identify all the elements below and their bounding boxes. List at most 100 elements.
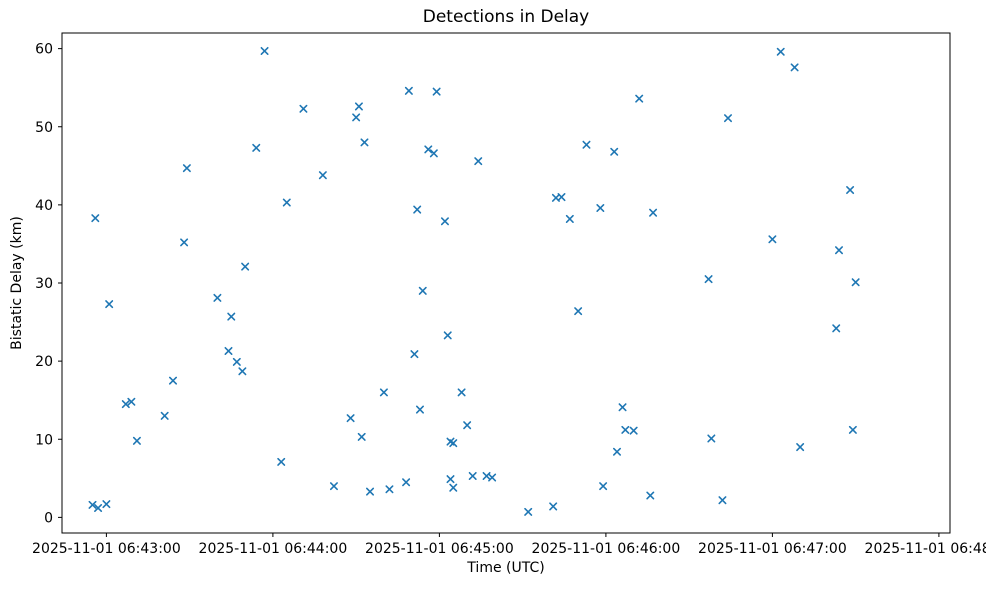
data-point xyxy=(160,411,169,420)
data-point xyxy=(649,208,658,217)
y-tick-label: 60 xyxy=(35,42,53,58)
data-point xyxy=(260,46,269,55)
data-point xyxy=(88,500,97,509)
data-point xyxy=(94,504,103,512)
data-point xyxy=(224,346,233,355)
data-point xyxy=(446,475,455,484)
data-point xyxy=(418,286,427,295)
data-point xyxy=(402,478,411,487)
data-point xyxy=(169,376,177,385)
data-point xyxy=(360,138,369,147)
data-point xyxy=(182,164,191,173)
data-point xyxy=(449,483,458,492)
y-tick-label: 50 xyxy=(35,120,53,136)
data-point xyxy=(790,63,799,72)
data-point xyxy=(127,397,136,406)
data-point xyxy=(318,171,327,180)
data-point xyxy=(449,439,458,448)
plot-border xyxy=(61,32,951,534)
data-point xyxy=(232,357,241,366)
data-point xyxy=(241,262,250,271)
data-point xyxy=(707,434,716,443)
x-axis-label: Time (UTC) xyxy=(467,560,545,576)
data-point xyxy=(463,421,472,430)
y-tick-label: 0 xyxy=(44,510,53,526)
data-point xyxy=(618,403,627,412)
data-point xyxy=(846,186,855,195)
data-point xyxy=(102,500,111,509)
data-point xyxy=(252,143,261,152)
data-point xyxy=(613,447,621,456)
data-point xyxy=(227,312,236,321)
data-point xyxy=(354,102,363,111)
data-point xyxy=(610,147,619,156)
data-point xyxy=(468,471,477,480)
data-point xyxy=(596,204,605,212)
data-point xyxy=(724,114,732,123)
data-point xyxy=(488,473,497,482)
data-point xyxy=(704,275,713,284)
data-point xyxy=(582,140,591,149)
y-tick-label: 10 xyxy=(35,432,53,448)
data-point xyxy=(524,507,533,516)
x-tick-label: 2025-11-01 06:46:00 xyxy=(532,541,681,557)
chart-title: Detections in Delay xyxy=(422,7,590,27)
y-tick-label: 30 xyxy=(35,276,53,292)
data-point xyxy=(474,157,483,166)
data-point xyxy=(557,193,566,202)
data-point xyxy=(404,86,413,95)
data-point xyxy=(429,149,438,158)
data-point xyxy=(424,145,433,154)
x-tick-label: 2025-11-01 06:44:00 xyxy=(199,541,348,557)
data-point xyxy=(413,205,422,214)
y-axis-label: Bistatic Delay (km) xyxy=(9,216,25,350)
data-point xyxy=(415,405,424,414)
data-point xyxy=(91,214,100,223)
data-point xyxy=(835,246,843,255)
data-point xyxy=(352,113,361,122)
data-point xyxy=(105,300,114,309)
data-point xyxy=(768,235,777,244)
data-point xyxy=(357,432,366,441)
data-point xyxy=(629,426,638,435)
data-point xyxy=(851,278,860,287)
data-point xyxy=(549,502,558,511)
data-point xyxy=(329,482,338,491)
data-point xyxy=(443,331,452,340)
data-point xyxy=(565,214,574,223)
x-tick-label: 2025-11-01 06:45:00 xyxy=(365,541,514,557)
data-point xyxy=(299,104,308,113)
x-tick-label: 2025-11-01 06:48:00 xyxy=(865,541,986,557)
y-tick-label: 20 xyxy=(35,354,53,370)
data-point xyxy=(635,94,644,103)
data-point xyxy=(440,217,449,226)
data-point xyxy=(238,367,247,376)
data-point xyxy=(599,482,608,491)
data-point xyxy=(457,388,466,397)
x-tick-label: 2025-11-01 06:43:00 xyxy=(32,541,181,557)
data-point xyxy=(379,388,388,397)
data-point xyxy=(646,491,655,500)
data-point xyxy=(621,425,630,434)
data-point xyxy=(776,47,785,56)
data-point xyxy=(213,293,222,302)
data-point xyxy=(366,487,375,496)
data-point xyxy=(346,414,355,423)
data-point xyxy=(385,485,394,494)
data-point xyxy=(796,443,805,452)
data-point xyxy=(121,400,130,409)
data-point xyxy=(410,350,419,359)
data-point xyxy=(132,436,141,445)
data-point xyxy=(574,307,583,316)
data-point xyxy=(282,198,291,207)
data-point xyxy=(832,324,841,333)
data-point xyxy=(277,457,286,466)
data-point xyxy=(180,238,189,247)
data-point xyxy=(432,87,441,96)
data-point xyxy=(848,425,857,434)
x-tick-label: 2025-11-01 06:47:00 xyxy=(698,541,847,557)
data-point xyxy=(718,496,727,505)
y-tick-label: 40 xyxy=(35,198,53,214)
